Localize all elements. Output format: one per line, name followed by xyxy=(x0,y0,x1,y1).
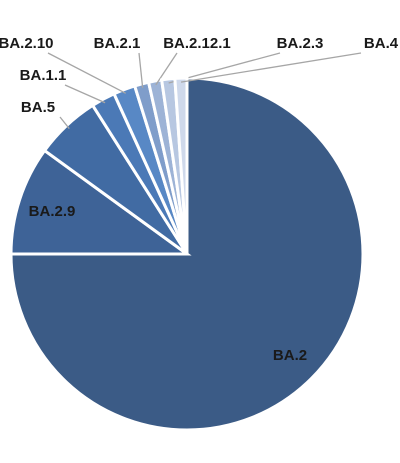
pie-slice xyxy=(173,76,189,255)
slice-label: BA.2.3 xyxy=(277,35,324,52)
leader-line xyxy=(180,52,362,83)
slice-label: BA.5 xyxy=(21,99,55,116)
leader-line xyxy=(155,52,178,86)
leader-line xyxy=(138,52,144,88)
leader-line xyxy=(47,52,126,94)
slice-label: BA.2.12.1 xyxy=(163,35,231,52)
pie-slice xyxy=(9,76,365,432)
slice-label: BA.2 xyxy=(273,347,307,364)
slice-label: BA.2.10 xyxy=(0,35,54,52)
slice-label: BA.2.9 xyxy=(29,203,76,220)
leader-line xyxy=(64,84,106,104)
slice-label: BA.1.1 xyxy=(20,67,67,84)
slice-label: BA.4 xyxy=(364,35,399,52)
slice-label: BA.2.1 xyxy=(94,35,141,52)
leader-line xyxy=(59,116,70,130)
pie-slice xyxy=(9,148,192,256)
